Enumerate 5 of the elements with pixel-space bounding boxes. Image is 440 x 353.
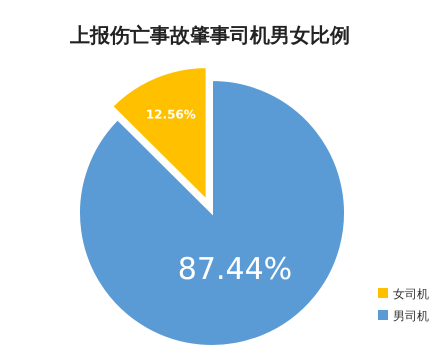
legend-label: 男司机 — [393, 309, 429, 323]
data-label: 87.44% — [178, 252, 292, 287]
chart-title: 上报伤亡事故肇事司机男女比例 — [69, 23, 350, 47]
data-label: 12.56% — [146, 107, 196, 122]
legend-label: 女司机 — [393, 287, 429, 301]
